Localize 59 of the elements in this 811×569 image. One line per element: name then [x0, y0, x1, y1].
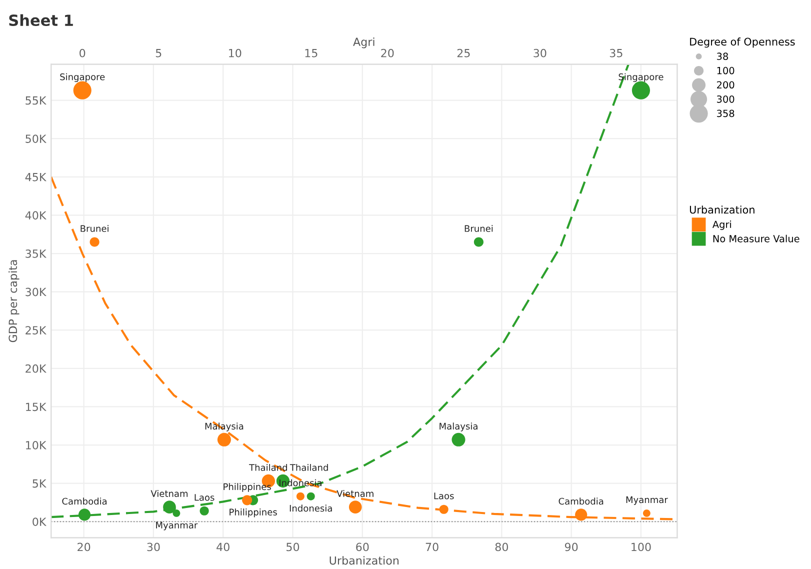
legend-label: 358 — [717, 110, 734, 118]
text: Degree of Openness — [690, 38, 795, 48]
data-label: Vietnam — [150, 490, 188, 497]
data-label: Thailand — [290, 464, 328, 471]
data-label: Laos — [434, 492, 454, 500]
x2-tick-label: 15 — [305, 49, 318, 58]
chart-title: Sheet 1 — [9, 14, 73, 26]
y-tick-label: 30K — [26, 288, 46, 296]
x-tick-label: 40 — [216, 542, 230, 552]
y-tick-label: 50K — [26, 134, 46, 143]
x-tick-label: 70 — [426, 542, 438, 552]
x-axis-title: Urbanization — [330, 556, 399, 565]
data-label: Singapore — [60, 73, 105, 82]
x-tick-label: 50 — [286, 542, 300, 552]
y-tick-label: 15K — [26, 402, 46, 412]
y-tick-label: 0K — [32, 518, 46, 526]
x2-axis-title: Agri — [353, 37, 374, 48]
legend-label: 38 — [717, 52, 728, 60]
data-label: Laos — [194, 494, 214, 501]
x-tick-label: 20 — [78, 542, 90, 552]
x2-tick-label: 20 — [381, 48, 394, 58]
legend-label: No Measure Value — [713, 234, 800, 242]
legend-title: Urbanization — [690, 206, 754, 214]
x2-tick-label: 5 — [156, 49, 162, 58]
data-label: Vietnam — [336, 490, 374, 497]
data-label: Singapore — [618, 73, 664, 82]
x-tick-label: 90 — [564, 542, 578, 552]
data-label: Myanmar — [156, 522, 198, 530]
data-label: Indonesia — [290, 504, 332, 512]
x-tick-label: 80 — [495, 542, 508, 552]
x2-tick-label: 0 — [80, 48, 86, 58]
data-label: Cambodia — [558, 498, 604, 505]
x2-tick-label: 35 — [610, 48, 622, 58]
y-tick-label: 25K — [26, 326, 46, 334]
y-tick-label: 20K — [26, 364, 46, 373]
x2-tick-label: 25 — [457, 48, 470, 58]
x-tick-label: 30 — [147, 542, 160, 552]
data-label: Brunei — [80, 224, 108, 232]
x2-tick-label: 10 — [229, 48, 242, 58]
y-tick-label: 40K — [25, 211, 46, 220]
data-label: Brunei — [464, 224, 493, 232]
x-tick-label: 60 — [356, 542, 369, 552]
y-tick-label: 5K — [32, 479, 46, 488]
y-tick-label: 45K — [25, 173, 46, 182]
data-label: Philippines — [224, 483, 271, 492]
data-label: Myanmar — [626, 496, 668, 505]
x-tick-label: 100 — [632, 542, 651, 552]
y-tick-label: 10K — [26, 440, 46, 450]
legend-label: 100 — [717, 66, 734, 74]
data-label: Philippines — [230, 508, 277, 518]
y-tick-label: 55K — [26, 96, 46, 105]
data-label: Cambodia — [62, 498, 107, 505]
legend-label: Agri — [712, 220, 732, 230]
legend-label: 300 — [717, 95, 734, 103]
x2-tick-label: 30 — [534, 48, 546, 58]
legend-label: 200 — [717, 81, 734, 89]
y-axis-title: GDP per capita — [8, 260, 20, 342]
y-tick-label: 35K — [26, 249, 46, 258]
data-label: Malaysia — [440, 422, 478, 432]
